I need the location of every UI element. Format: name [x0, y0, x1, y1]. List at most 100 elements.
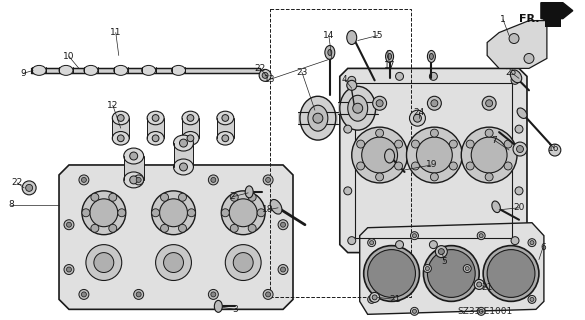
- Ellipse shape: [180, 163, 187, 171]
- Ellipse shape: [367, 250, 415, 297]
- Ellipse shape: [64, 220, 74, 230]
- Ellipse shape: [328, 50, 332, 55]
- Ellipse shape: [417, 137, 452, 173]
- Ellipse shape: [79, 175, 89, 185]
- Ellipse shape: [412, 309, 417, 313]
- Ellipse shape: [373, 96, 387, 110]
- Ellipse shape: [357, 162, 364, 170]
- Ellipse shape: [340, 86, 376, 130]
- Ellipse shape: [174, 159, 194, 175]
- Bar: [298, 112, 338, 124]
- Text: 23: 23: [296, 68, 308, 77]
- Ellipse shape: [513, 142, 527, 156]
- Bar: [338, 102, 378, 114]
- Text: 21: 21: [389, 295, 400, 304]
- Ellipse shape: [376, 173, 384, 181]
- Ellipse shape: [515, 125, 523, 133]
- Ellipse shape: [515, 187, 523, 195]
- Ellipse shape: [463, 265, 472, 273]
- Text: FR.: FR.: [519, 14, 539, 24]
- Ellipse shape: [178, 224, 187, 232]
- Ellipse shape: [411, 232, 418, 240]
- Ellipse shape: [528, 239, 536, 247]
- Ellipse shape: [257, 209, 265, 217]
- Ellipse shape: [124, 148, 144, 164]
- Ellipse shape: [414, 114, 421, 122]
- Ellipse shape: [384, 149, 394, 163]
- Text: 20: 20: [513, 203, 525, 212]
- Ellipse shape: [109, 193, 117, 201]
- Ellipse shape: [211, 177, 216, 182]
- Text: 3: 3: [232, 305, 238, 314]
- Ellipse shape: [208, 289, 218, 300]
- Ellipse shape: [118, 209, 126, 217]
- Ellipse shape: [230, 224, 238, 232]
- Ellipse shape: [112, 132, 129, 145]
- Ellipse shape: [492, 201, 500, 212]
- Ellipse shape: [411, 162, 419, 170]
- Ellipse shape: [483, 246, 539, 301]
- Ellipse shape: [84, 65, 98, 76]
- Ellipse shape: [357, 140, 364, 148]
- Ellipse shape: [26, 184, 33, 191]
- Ellipse shape: [266, 292, 271, 297]
- Ellipse shape: [482, 96, 496, 110]
- Ellipse shape: [94, 252, 113, 273]
- Ellipse shape: [300, 96, 336, 140]
- Ellipse shape: [278, 220, 288, 230]
- Polygon shape: [360, 223, 544, 314]
- Ellipse shape: [353, 103, 363, 113]
- Ellipse shape: [362, 137, 398, 173]
- Ellipse shape: [504, 140, 512, 148]
- Ellipse shape: [152, 191, 195, 235]
- Ellipse shape: [270, 199, 282, 214]
- Ellipse shape: [259, 69, 271, 81]
- Ellipse shape: [466, 140, 474, 148]
- Ellipse shape: [504, 162, 512, 170]
- Ellipse shape: [364, 246, 419, 301]
- Ellipse shape: [347, 237, 356, 244]
- Text: 10: 10: [63, 52, 75, 61]
- Ellipse shape: [428, 51, 435, 62]
- Ellipse shape: [214, 300, 222, 312]
- Ellipse shape: [395, 72, 404, 80]
- Ellipse shape: [152, 115, 159, 121]
- Ellipse shape: [134, 175, 144, 185]
- Ellipse shape: [449, 162, 457, 170]
- Text: SZ33-E1001: SZ33-E1001: [457, 307, 512, 316]
- Ellipse shape: [130, 152, 137, 160]
- Text: 4: 4: [342, 75, 347, 84]
- Ellipse shape: [281, 267, 285, 272]
- Ellipse shape: [429, 241, 438, 249]
- Ellipse shape: [370, 297, 374, 301]
- Polygon shape: [487, 20, 547, 68]
- Ellipse shape: [479, 234, 483, 238]
- Ellipse shape: [438, 249, 445, 255]
- Ellipse shape: [344, 187, 352, 195]
- Bar: [174, 143, 194, 167]
- Ellipse shape: [152, 135, 159, 142]
- Ellipse shape: [221, 191, 265, 235]
- Ellipse shape: [461, 127, 517, 183]
- Ellipse shape: [411, 140, 419, 148]
- Ellipse shape: [479, 309, 483, 313]
- Bar: [124, 156, 144, 180]
- Ellipse shape: [124, 172, 144, 188]
- Text: 22: 22: [12, 179, 23, 188]
- Text: 21: 21: [481, 283, 493, 292]
- Ellipse shape: [32, 65, 46, 76]
- Ellipse shape: [160, 224, 168, 232]
- Ellipse shape: [225, 244, 261, 280]
- Ellipse shape: [67, 222, 71, 227]
- Ellipse shape: [22, 181, 36, 195]
- Ellipse shape: [424, 265, 431, 273]
- Text: 7: 7: [491, 136, 497, 145]
- Ellipse shape: [431, 173, 438, 181]
- Ellipse shape: [91, 224, 99, 232]
- Text: 11: 11: [110, 28, 122, 37]
- Ellipse shape: [395, 140, 402, 148]
- Ellipse shape: [222, 115, 229, 121]
- Ellipse shape: [376, 129, 384, 137]
- Ellipse shape: [217, 111, 234, 125]
- Ellipse shape: [229, 199, 257, 227]
